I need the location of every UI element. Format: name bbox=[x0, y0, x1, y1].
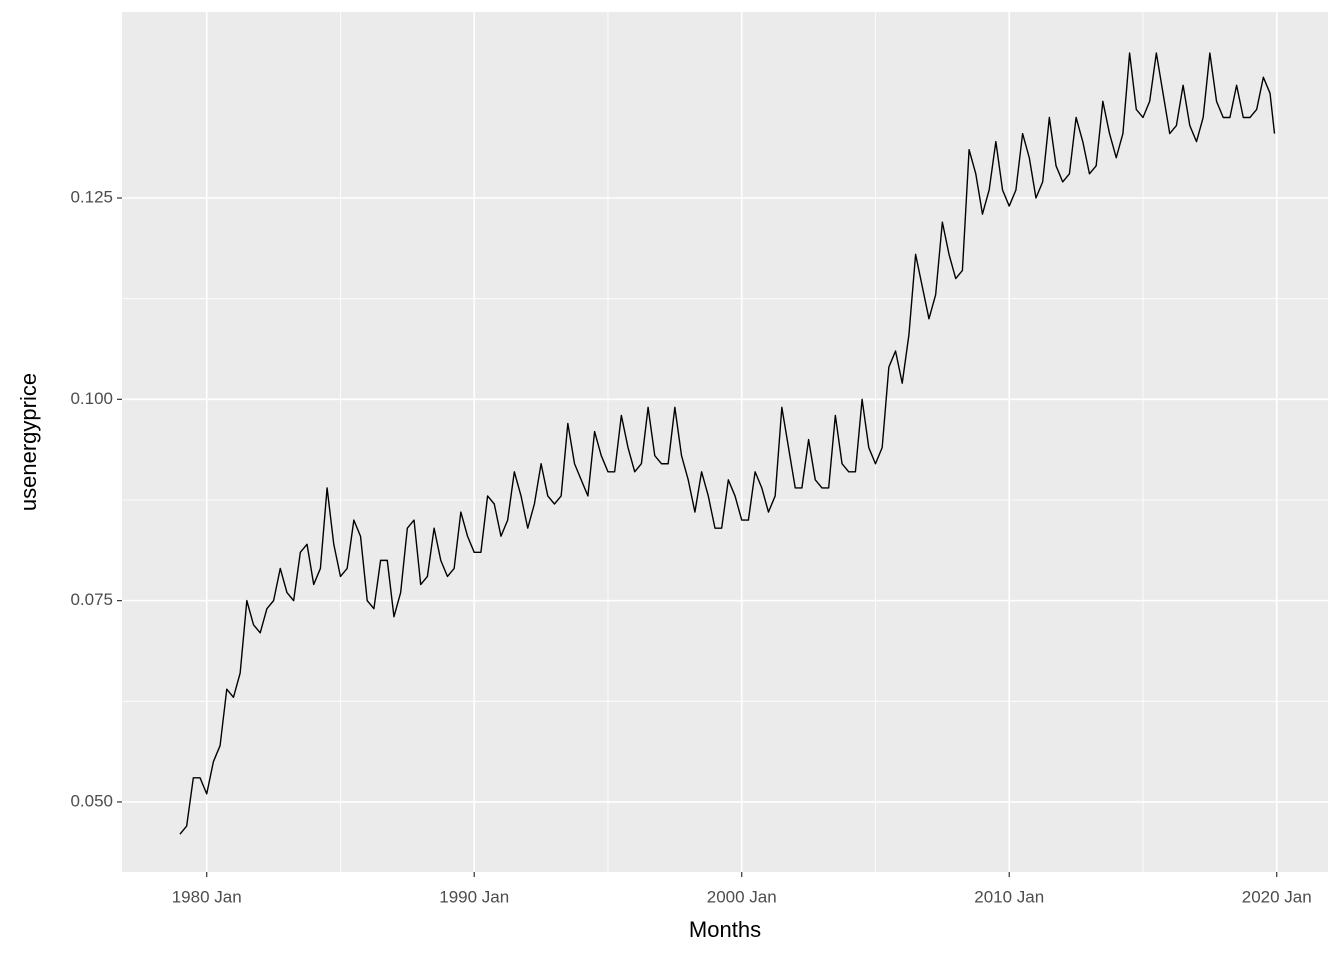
data-line bbox=[179, 52, 1276, 835]
x-tick-label: 2000 Jan bbox=[707, 887, 777, 906]
y-tick-label: 0.050 bbox=[70, 791, 113, 810]
y-tick-label: 0.100 bbox=[70, 389, 113, 408]
y-axis-title: usenergyprice bbox=[16, 373, 41, 511]
x-tick-label: 2010 Jan bbox=[974, 887, 1044, 906]
x-tick-label: 2020 Jan bbox=[1242, 887, 1312, 906]
x-tick-label: 1980 Jan bbox=[172, 887, 242, 906]
x-tick-label: 1990 Jan bbox=[439, 887, 509, 906]
y-tick-label: 0.125 bbox=[70, 187, 113, 206]
y-tick-label: 0.075 bbox=[70, 590, 113, 609]
panel bbox=[122, 12, 1328, 872]
x-axis-title: Months bbox=[689, 917, 761, 942]
